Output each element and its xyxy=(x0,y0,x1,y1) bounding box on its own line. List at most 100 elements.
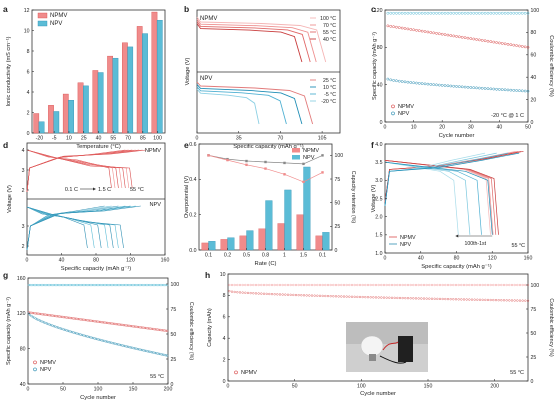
point-ce xyxy=(233,283,236,287)
point-ce xyxy=(443,11,447,15)
curve-npmv-3 xyxy=(196,23,303,63)
y2-tick-label: 75 xyxy=(335,177,341,183)
x-tick-label: 100 xyxy=(357,384,366,390)
y-tick-label: 4 xyxy=(27,90,30,96)
panel-letter-g: g xyxy=(3,270,8,280)
x-tick-label: 0.1 xyxy=(319,253,326,259)
point-npmv xyxy=(68,316,71,319)
point-npmv xyxy=(127,324,130,327)
x-tick-label: 0 xyxy=(26,258,29,264)
point-npmv xyxy=(89,319,92,322)
point-ce xyxy=(58,283,61,287)
y2-tick-label: 25 xyxy=(171,357,177,363)
point-npv xyxy=(148,350,151,353)
point-npmv xyxy=(462,298,466,301)
bar-npmv xyxy=(296,214,304,251)
curve-label: 40 °C xyxy=(323,37,336,43)
point-ce xyxy=(329,283,332,287)
point-npmv xyxy=(406,297,410,300)
point-npv xyxy=(115,343,118,346)
point-ce xyxy=(473,283,476,287)
x-tick-label: 200 xyxy=(490,384,499,390)
point-npv xyxy=(129,346,132,349)
point-npmv xyxy=(104,321,107,324)
x-tick-label: 1 xyxy=(283,253,286,259)
point-npv xyxy=(135,347,138,350)
point-ce xyxy=(449,283,452,287)
y2-tick-label: 50 xyxy=(531,331,537,337)
point-npmv xyxy=(396,296,399,300)
y2-tick-label: 0 xyxy=(531,120,534,126)
point-ce xyxy=(397,11,401,15)
wire-black xyxy=(379,355,407,364)
x-tick-label: 0.5 xyxy=(243,253,250,259)
point-npmv xyxy=(246,291,250,295)
legend-marker xyxy=(391,111,395,116)
point-ce xyxy=(515,11,518,15)
point-npv xyxy=(56,326,60,329)
point-npv xyxy=(141,348,144,352)
point-npmv xyxy=(430,297,434,300)
y-tick-label: 80 xyxy=(20,346,26,352)
point-npmv xyxy=(114,322,117,326)
x-tick-label: 40 xyxy=(96,136,102,142)
x-axis-label: Specific capacity (mAh g⁻¹) xyxy=(233,144,303,150)
point-npv xyxy=(82,334,85,337)
point-npmv xyxy=(294,293,298,297)
point-ce xyxy=(121,283,124,287)
point-npmv xyxy=(233,290,236,294)
point-npmv xyxy=(417,29,421,33)
point-ce xyxy=(446,11,450,15)
y2-tick-label: 50 xyxy=(171,332,177,338)
legend-label: NPV xyxy=(398,111,410,117)
curve-npv xyxy=(26,206,88,249)
point-ce xyxy=(61,283,64,287)
point-npmv xyxy=(414,297,418,300)
point-npv xyxy=(45,322,48,325)
point-ce xyxy=(105,283,109,287)
point-npmv xyxy=(366,296,370,299)
point-ce xyxy=(520,11,524,15)
point-npmv xyxy=(51,314,54,317)
point-ce xyxy=(139,283,142,287)
y2-tick-label: 80 xyxy=(531,30,537,36)
point-npmv xyxy=(97,320,100,323)
y-axis-label: Voltage (V) xyxy=(7,185,13,213)
curve-label: 25 °C xyxy=(323,78,336,84)
point-npmv xyxy=(143,326,146,330)
point-ce xyxy=(128,283,131,287)
point-ce xyxy=(353,283,356,287)
point-ce xyxy=(138,283,141,287)
bar-npv xyxy=(208,241,216,251)
plot-frame xyxy=(227,273,529,382)
point-npmv xyxy=(162,329,165,332)
point-npmv xyxy=(90,319,93,322)
point-npmv xyxy=(52,314,55,317)
point-ce xyxy=(142,283,145,287)
point-ce xyxy=(119,283,123,287)
point-ce xyxy=(506,11,510,15)
point-npv xyxy=(58,326,61,330)
point-ce xyxy=(118,283,121,287)
bar-npv xyxy=(303,166,311,251)
point-npmv xyxy=(455,35,458,38)
y-tick-label: 6 xyxy=(27,69,30,75)
point-npv xyxy=(437,83,441,87)
point-ce xyxy=(155,283,158,287)
point-npmv xyxy=(372,296,375,299)
point-npv xyxy=(128,346,131,349)
point-ce xyxy=(420,11,424,15)
point-npmv xyxy=(135,325,138,328)
point-npmv xyxy=(422,297,426,300)
point-npmv xyxy=(40,313,43,316)
x-axis-label: Cycle number xyxy=(360,391,396,397)
y-tick-label: 160 xyxy=(17,276,26,282)
point-ce xyxy=(156,283,159,287)
retention-point xyxy=(283,161,286,165)
point-npmv xyxy=(66,316,69,319)
x-tick-label: 150 xyxy=(129,387,138,393)
point-npmv xyxy=(506,42,510,46)
x-tick-label: 55 xyxy=(110,136,116,142)
curve-npmv xyxy=(384,150,516,203)
point-npv xyxy=(105,340,109,343)
